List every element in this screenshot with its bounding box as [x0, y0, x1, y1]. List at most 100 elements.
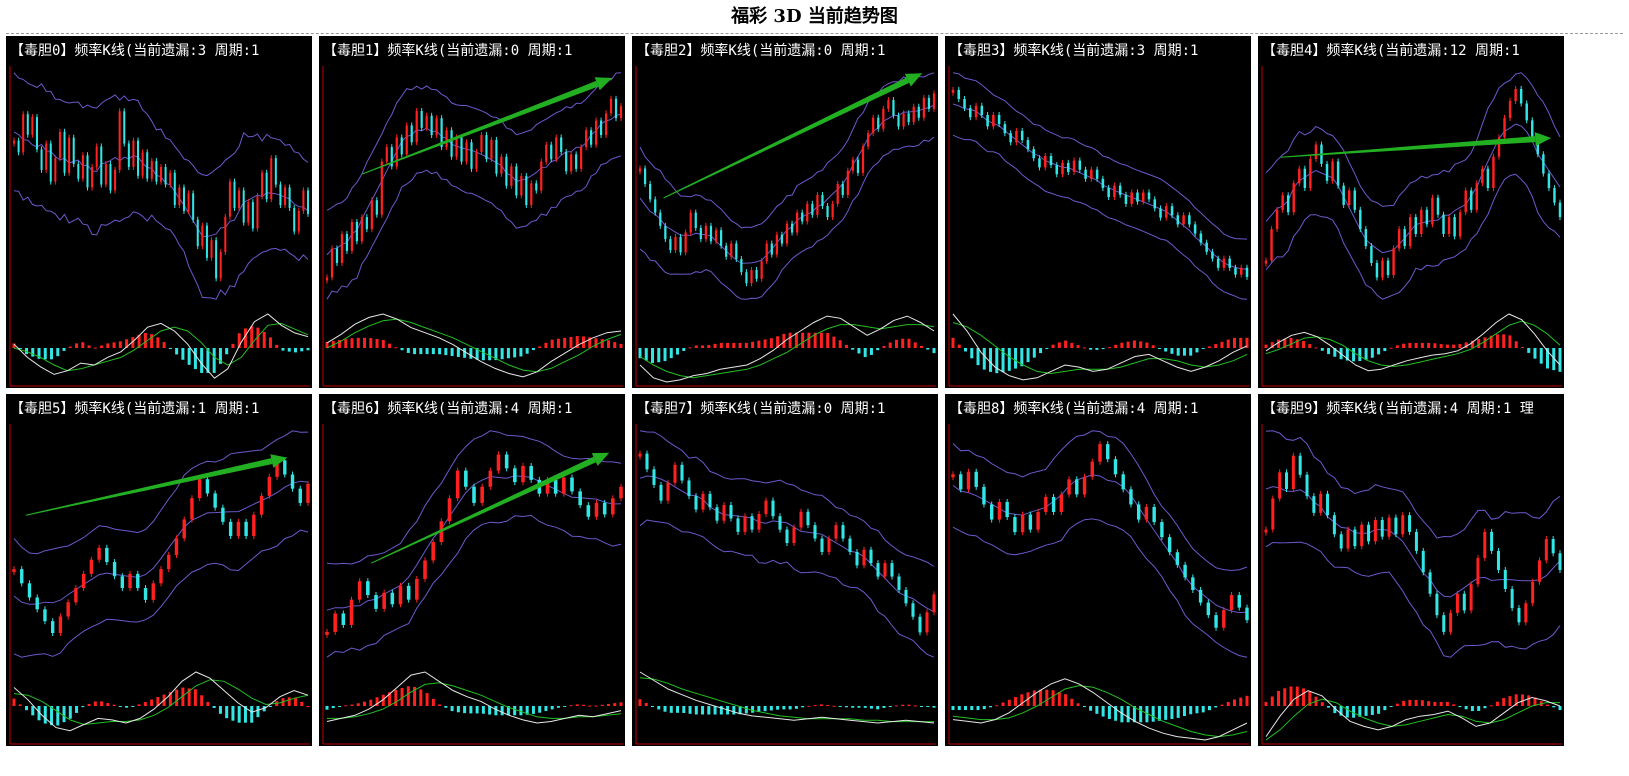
macd-bar [1032, 348, 1036, 358]
macd-bar [331, 706, 335, 709]
candle [750, 516, 754, 530]
macd-bar [81, 706, 85, 708]
macd-bar [1007, 348, 1011, 371]
candle [831, 203, 834, 218]
candle [801, 212, 804, 222]
candle [535, 183, 538, 191]
candle [1229, 595, 1234, 611]
macd-bar [81, 342, 85, 348]
candle [1353, 190, 1356, 210]
macd-bar [1445, 701, 1449, 706]
macd-bar [1120, 706, 1124, 723]
candle [22, 114, 25, 153]
macd-bar [1189, 706, 1193, 715]
candle [525, 176, 528, 206]
candle [89, 559, 94, 574]
macd-bar [663, 348, 667, 362]
chart-title: 【毒胆3】频率K线(当前遗漏:3 周期:1 [949, 43, 1199, 59]
macd-bar [1051, 344, 1055, 348]
candle [513, 468, 517, 483]
candle [159, 166, 163, 182]
candle [132, 140, 135, 167]
candle [1373, 519, 1377, 542]
candle [659, 212, 662, 226]
macd-bar [287, 348, 291, 352]
candle [604, 113, 608, 136]
candle [1141, 192, 1145, 202]
chart-title: 【毒胆2】频率K线(当前遗漏:0 周期:1 [636, 43, 886, 59]
macd-bar [888, 706, 892, 707]
candle [521, 466, 525, 483]
candle [770, 243, 773, 255]
candle [40, 149, 43, 170]
macd-bar [869, 348, 873, 355]
macd-bar [250, 706, 254, 723]
candle [455, 470, 460, 499]
macd-bar [212, 706, 216, 709]
macd-bar [168, 692, 172, 706]
candle [911, 603, 915, 617]
candle [1449, 612, 1453, 632]
candle [969, 108, 972, 118]
macd-bar [106, 343, 110, 348]
macd-bar [419, 348, 423, 355]
candle [1205, 242, 1208, 252]
candle [974, 471, 978, 487]
candle [210, 240, 213, 258]
macd-bar [1064, 694, 1068, 706]
macd-bar [87, 703, 91, 706]
candle [904, 589, 908, 604]
macd-bar [913, 705, 917, 707]
macd-bar [995, 348, 999, 374]
candle [959, 474, 963, 490]
macd-bar [588, 705, 592, 707]
macd-dif-line [952, 313, 1248, 381]
candle [430, 115, 433, 136]
macd-bar [1145, 342, 1149, 348]
candle [20, 569, 24, 584]
candle [714, 230, 718, 242]
candle [674, 236, 677, 251]
candle [841, 183, 844, 195]
macd-bar [1164, 706, 1168, 720]
candle [1470, 190, 1473, 210]
candle [699, 228, 702, 240]
macd-bar [1339, 706, 1343, 716]
macd-bar [125, 706, 129, 708]
candle [1558, 553, 1562, 570]
candle [1095, 169, 1099, 179]
macd-bar [93, 347, 97, 349]
candle [780, 234, 784, 244]
candle [1055, 165, 1059, 175]
macd-bar [438, 704, 442, 706]
macd-bar [12, 343, 16, 348]
candle [182, 187, 185, 211]
band-upper-line [1265, 430, 1561, 539]
candle [330, 248, 334, 278]
macd-bar [1558, 348, 1562, 372]
macd-bar [1114, 344, 1118, 348]
macd-bar [350, 338, 354, 348]
candle [722, 505, 726, 521]
macd-bar [1470, 706, 1474, 712]
macd-bar [237, 333, 241, 348]
macd-bar [688, 347, 692, 349]
candle [251, 202, 254, 229]
macd-bar [1458, 706, 1462, 708]
candle [1228, 258, 1231, 268]
candle [1130, 192, 1133, 204]
candle [1188, 215, 1191, 225]
candle [1508, 101, 1512, 118]
candle [201, 225, 204, 247]
candle [1084, 169, 1087, 179]
candle [1486, 168, 1490, 189]
candle [105, 547, 109, 563]
band-upper-line [639, 430, 935, 567]
macd-bar [613, 342, 617, 348]
candle [927, 97, 931, 109]
macd-bar [794, 706, 798, 709]
band-lower-line [952, 134, 1248, 300]
candle [982, 486, 986, 505]
chart-plot [948, 66, 1249, 387]
macd-bar [262, 331, 266, 348]
